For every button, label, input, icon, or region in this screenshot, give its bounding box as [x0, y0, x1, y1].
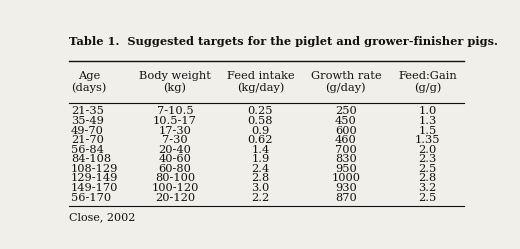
Text: Feed intake
(kg/day): Feed intake (kg/day)	[227, 70, 294, 93]
Text: 10.5-17: 10.5-17	[153, 116, 197, 126]
Text: Growth rate
(g/day): Growth rate (g/day)	[310, 70, 381, 93]
Text: 2.5: 2.5	[418, 193, 436, 203]
Text: 149-170: 149-170	[71, 183, 119, 193]
Text: 2.0: 2.0	[418, 145, 436, 155]
Text: 21-35: 21-35	[71, 106, 104, 116]
Text: 100-120: 100-120	[151, 183, 199, 193]
Text: 40-60: 40-60	[159, 154, 191, 164]
Text: 17-30: 17-30	[159, 125, 191, 135]
Text: 7-10.5: 7-10.5	[157, 106, 193, 116]
Text: 21-70: 21-70	[71, 135, 104, 145]
Text: 930: 930	[335, 183, 357, 193]
Text: Close, 2002: Close, 2002	[69, 212, 135, 222]
Text: 830: 830	[335, 154, 357, 164]
Text: 20-120: 20-120	[155, 193, 195, 203]
Text: 1000: 1000	[331, 174, 360, 184]
Text: 1.9: 1.9	[251, 154, 269, 164]
Text: 2.5: 2.5	[418, 164, 436, 174]
Text: 129-149: 129-149	[71, 174, 119, 184]
Text: 450: 450	[335, 116, 357, 126]
Text: 20-40: 20-40	[159, 145, 191, 155]
Text: 80-100: 80-100	[155, 174, 195, 184]
Text: 950: 950	[335, 164, 357, 174]
Text: 108-129: 108-129	[71, 164, 119, 174]
Text: 2.8: 2.8	[418, 174, 436, 184]
Text: 2.4: 2.4	[251, 164, 269, 174]
Text: Body weight
(kg): Body weight (kg)	[139, 70, 211, 93]
Text: 1.4: 1.4	[251, 145, 269, 155]
Text: 460: 460	[335, 135, 357, 145]
Text: 1.35: 1.35	[414, 135, 440, 145]
Text: 0.9: 0.9	[251, 125, 269, 135]
Text: 1.5: 1.5	[418, 125, 436, 135]
Text: 84-108: 84-108	[71, 154, 111, 164]
Text: 2.8: 2.8	[251, 174, 269, 184]
Text: 7-30: 7-30	[162, 135, 188, 145]
Text: 35-49: 35-49	[71, 116, 104, 126]
Text: 56-84: 56-84	[71, 145, 104, 155]
Text: Feed:Gain
(g/g): Feed:Gain (g/g)	[398, 70, 457, 93]
Text: 49-70: 49-70	[71, 125, 104, 135]
Text: 60-80: 60-80	[159, 164, 191, 174]
Text: 2.2: 2.2	[251, 193, 269, 203]
Text: 1.3: 1.3	[418, 116, 436, 126]
Text: 0.25: 0.25	[248, 106, 273, 116]
Text: 870: 870	[335, 193, 357, 203]
Text: Table 1.  Suggested targets for the piglet and grower-finisher pigs.: Table 1. Suggested targets for the pigle…	[69, 36, 498, 47]
Text: 2.3: 2.3	[418, 154, 436, 164]
Text: 0.58: 0.58	[248, 116, 273, 126]
Text: 0.62: 0.62	[248, 135, 273, 145]
Text: 56-170: 56-170	[71, 193, 111, 203]
Text: 600: 600	[335, 125, 357, 135]
Text: 3.0: 3.0	[251, 183, 269, 193]
Text: 3.2: 3.2	[418, 183, 436, 193]
Text: 1.0: 1.0	[418, 106, 436, 116]
Text: 250: 250	[335, 106, 357, 116]
Text: Age
(days): Age (days)	[71, 70, 107, 93]
Text: 700: 700	[335, 145, 357, 155]
